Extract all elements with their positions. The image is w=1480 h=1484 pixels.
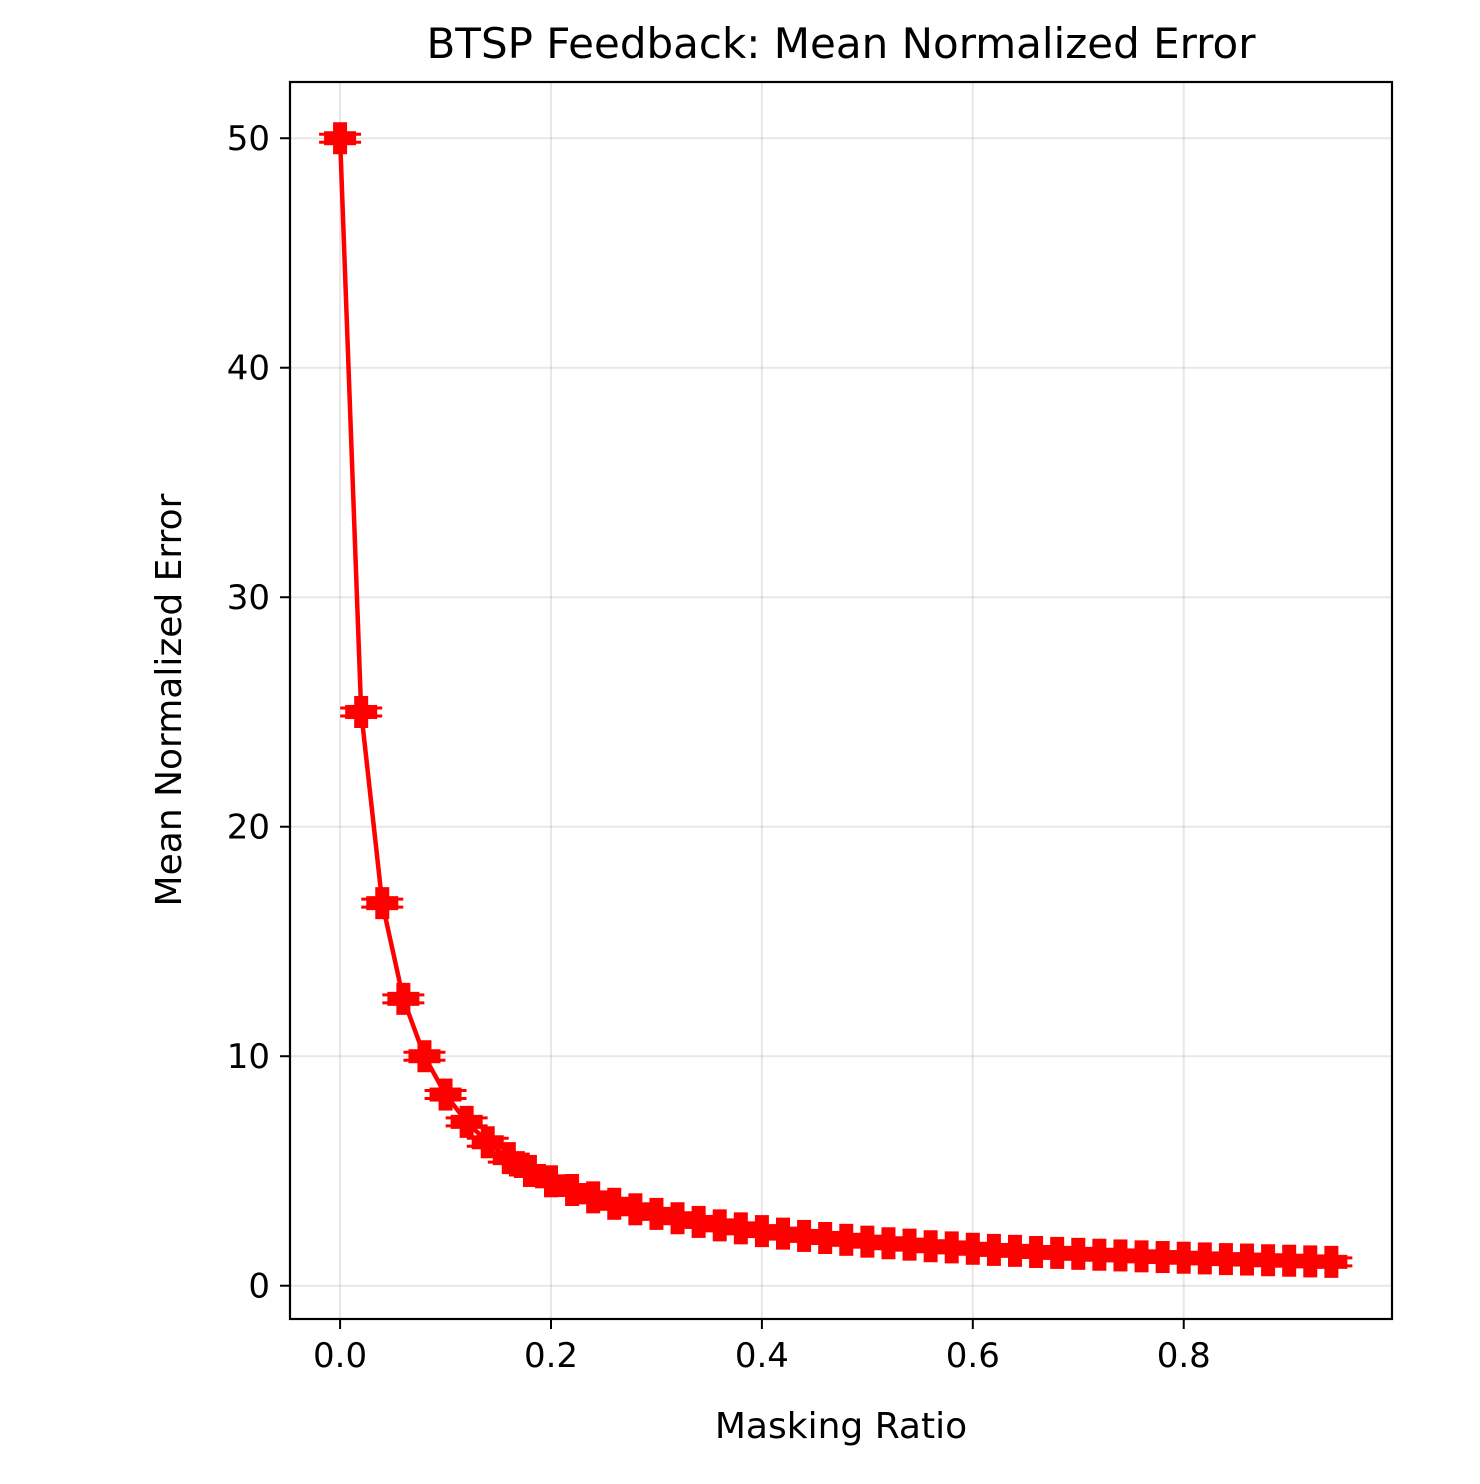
marker-bar-vertical	[1218, 1243, 1233, 1276]
marker-bar-vertical	[902, 1228, 917, 1261]
data-point	[424, 1078, 467, 1111]
x-axis-label: Masking Ratio	[715, 1406, 967, 1447]
marker-bar-vertical	[986, 1233, 1001, 1266]
y-tick-label: 40	[227, 349, 270, 389]
marker-bar-vertical	[417, 1040, 432, 1073]
plot-frame	[288, 80, 1394, 1321]
data-point	[319, 122, 362, 155]
data-point	[340, 695, 383, 728]
y-tick-label: 50	[227, 119, 270, 159]
data-point	[1310, 1245, 1353, 1278]
marker-bar-vertical	[881, 1227, 896, 1260]
data-point	[487, 1142, 530, 1175]
data-point	[382, 982, 425, 1015]
marker-bar-vertical	[1240, 1243, 1254, 1276]
marker-bar-vertical	[797, 1219, 812, 1252]
marker-bar-vertical	[459, 1105, 474, 1138]
y-tick-label: 20	[227, 808, 270, 848]
data-point	[593, 1187, 636, 1220]
marker-bar-vertical	[501, 1142, 516, 1175]
x-tick-label: 0.0	[313, 1336, 367, 1376]
axis-ticks: 0.0 0.2 0.4 0.6 0.8 0 10 20 30 40 50	[227, 119, 1211, 1376]
y-tick-label: 10	[227, 1037, 270, 1077]
marker-bar-vertical	[944, 1231, 959, 1264]
marker-bar-vertical	[1176, 1241, 1191, 1274]
data-layer	[319, 122, 1353, 1278]
marker-bar-vertical	[1197, 1242, 1212, 1275]
marker-bar-vertical	[1050, 1236, 1065, 1269]
marker-bar-vertical	[1261, 1244, 1276, 1277]
marker-bar-vertical	[544, 1165, 558, 1198]
marker-bar-vertical	[1303, 1245, 1318, 1278]
marker-bar-vertical	[1155, 1241, 1170, 1274]
y-tick-label: 30	[227, 578, 270, 618]
marker-bar-vertical	[396, 982, 411, 1015]
marker-bar-vertical	[923, 1230, 938, 1263]
chart-title: BTSP Feedback: Mean Normalized Error	[426, 19, 1256, 68]
marker-bar-vertical	[1134, 1240, 1149, 1273]
marker-bar-vertical	[1282, 1244, 1297, 1277]
marker-bar-vertical	[1029, 1235, 1044, 1268]
x-tick-label: 0.8	[1157, 1336, 1211, 1376]
marker-bar-vertical	[1092, 1238, 1107, 1271]
x-tick-label: 0.4	[735, 1336, 789, 1376]
marker-bar-vertical	[860, 1225, 875, 1258]
marker-bar-vertical	[522, 1154, 537, 1187]
marker-bar-vertical	[333, 122, 348, 155]
marker-bar-vertical	[1113, 1239, 1128, 1272]
marker-bar-vertical	[586, 1181, 601, 1214]
data-point	[403, 1040, 446, 1073]
marker-bar-vertical	[1071, 1237, 1086, 1270]
marker-bar-vertical	[607, 1187, 622, 1220]
y-axis-label: Mean Normalized Error	[149, 493, 190, 906]
marker-bar-vertical	[839, 1223, 854, 1256]
data-point	[466, 1126, 509, 1159]
data-point	[361, 887, 404, 920]
marker-bar-vertical	[1008, 1234, 1022, 1267]
data-point	[445, 1105, 488, 1138]
marker-bar-vertical	[480, 1126, 495, 1159]
marker-bar-vertical	[438, 1078, 453, 1111]
x-tick-label: 0.2	[524, 1336, 578, 1376]
marker-bar-vertical	[776, 1217, 790, 1250]
marker-bar-vertical	[375, 887, 390, 920]
marker-bar-vertical	[1324, 1245, 1339, 1278]
marker-bar-vertical	[354, 695, 369, 728]
y-tick-label: 0	[248, 1267, 270, 1307]
grid	[290, 82, 1392, 1319]
marker-bar-vertical	[965, 1232, 980, 1265]
marker-bar-vertical	[565, 1174, 580, 1207]
marker-bar-vertical	[818, 1221, 833, 1254]
data-point	[783, 1219, 826, 1252]
x-tick-label: 0.6	[946, 1336, 1000, 1376]
data-point	[1015, 1235, 1058, 1268]
